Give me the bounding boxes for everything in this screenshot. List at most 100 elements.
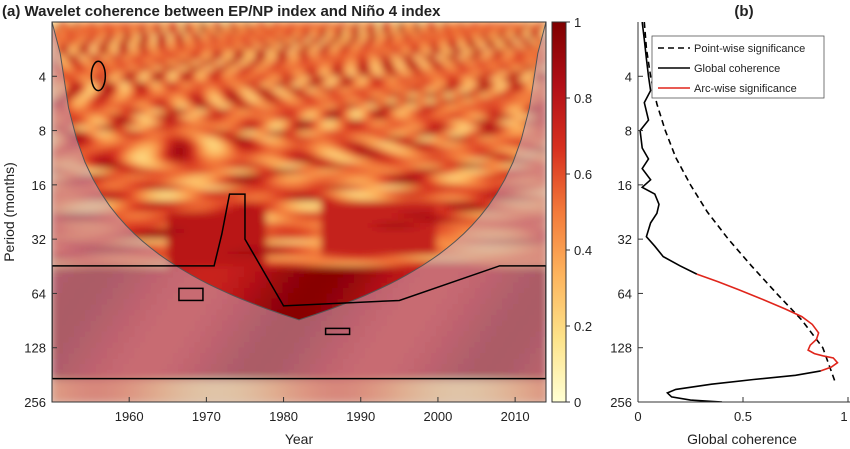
heatmap-cell	[222, 22, 229, 29]
heatmap-cell	[271, 174, 278, 181]
heatmap-cell	[161, 114, 168, 121]
heatmap-cell	[331, 217, 339, 224]
heatmap-cell	[161, 98, 168, 105]
heatmap-cell	[183, 76, 190, 83]
heatmap-cell	[227, 32, 234, 39]
heatmap-cell	[227, 179, 234, 186]
heatmap-cell	[425, 81, 432, 88]
heatmap-cell	[117, 49, 124, 56]
heatmap-cell	[73, 81, 81, 88]
heatmap-cell	[277, 195, 284, 202]
heatmap-cell	[397, 255, 404, 262]
heatmap-cell	[216, 60, 223, 67]
heatmap-cell	[342, 244, 349, 251]
heatmap-cell	[150, 239, 157, 246]
heatmap-cell	[139, 60, 146, 67]
heatmap-cell	[205, 271, 212, 278]
heatmap-cell	[189, 222, 196, 229]
heatmap-cell	[227, 190, 234, 197]
heatmap-cell	[183, 168, 190, 175]
heatmap-cell	[441, 119, 448, 126]
heatmap-cell	[331, 239, 339, 246]
heatmap-cell	[139, 201, 146, 208]
heatmap-cell	[255, 136, 262, 143]
heatmap-cell	[211, 179, 218, 186]
heatmap-cell	[370, 184, 377, 191]
heatmap-cell	[211, 49, 218, 56]
heatmap-cell	[227, 217, 234, 224]
heatmap-cell	[392, 141, 399, 148]
heatmap-cell	[112, 125, 119, 132]
heatmap-cell	[260, 108, 267, 115]
heatmap-cell	[309, 76, 317, 83]
heatmap-cell	[194, 222, 201, 229]
heatmap-cell	[320, 119, 328, 126]
heatmap-cell	[117, 130, 124, 137]
heatmap-cell	[414, 27, 421, 34]
heatmap-cell	[293, 76, 300, 83]
heatmap-cell	[205, 190, 212, 197]
heatmap-cell	[222, 233, 229, 240]
heatmap-cell	[150, 136, 157, 143]
heatmap-cell	[386, 250, 393, 257]
heatmap-cell	[167, 49, 174, 56]
heatmap-cell	[414, 255, 421, 262]
heatmap-cell	[326, 288, 333, 295]
heatmap-cell	[161, 250, 168, 257]
heatmap-cell	[227, 70, 234, 77]
heatmap-cell	[255, 70, 262, 77]
heatmap-cell	[244, 114, 251, 121]
heatmap-cell	[282, 22, 289, 29]
heatmap-cell	[403, 65, 410, 72]
heatmap-cell	[244, 70, 251, 77]
heatmap-cell	[331, 65, 339, 72]
heatmap-cell	[128, 152, 135, 159]
heatmap-cell	[233, 271, 240, 278]
heatmap-cell	[189, 255, 196, 262]
heatmap-cell	[309, 65, 317, 72]
heatmap-cell	[73, 87, 81, 94]
heatmap-cell	[112, 81, 119, 88]
heatmap-cell	[326, 87, 333, 94]
heatmap-cell	[353, 239, 360, 246]
heatmap-cell	[375, 174, 382, 181]
heatmap-cell	[145, 228, 152, 235]
heatmap-cell	[222, 92, 229, 99]
heatmap-cell	[288, 22, 295, 29]
heatmap-cell	[353, 222, 360, 229]
heatmap-cell	[288, 304, 295, 311]
heatmap-cell	[84, 87, 92, 94]
heatmap-cell	[156, 239, 163, 246]
heatmap-cell	[128, 195, 135, 202]
heatmap-cell	[244, 125, 251, 132]
heatmap-cell	[260, 288, 267, 295]
heatmap-cell	[282, 76, 289, 83]
heatmap-cell	[167, 38, 174, 45]
heatmap-cell	[315, 38, 322, 45]
heatmap-cell	[304, 22, 311, 29]
heatmap-cell	[337, 43, 344, 50]
heatmap-cell	[194, 87, 201, 94]
heatmap-cell	[271, 38, 278, 45]
heatmap-cell	[145, 43, 152, 50]
heatmap-cell	[266, 201, 273, 208]
heatmap-cell	[359, 130, 366, 137]
heatmap-cell	[309, 271, 317, 278]
heatmap-cell	[414, 38, 421, 45]
heatmap-cell	[315, 92, 322, 99]
heatmap-cell	[211, 174, 218, 181]
heatmap-cell	[403, 222, 410, 229]
heatmap-cell	[227, 201, 234, 208]
heatmap-cell	[419, 163, 426, 170]
heatmap-cell	[436, 179, 443, 186]
heatmap-cell	[271, 81, 278, 88]
heatmap-cell	[304, 298, 311, 305]
heatmap-cell	[414, 92, 421, 99]
heatmap-cell	[370, 38, 377, 45]
heatmap-cell	[436, 206, 443, 213]
heatmap-cell	[436, 65, 443, 72]
heatmap-cell	[353, 228, 360, 235]
heatmap-cell	[353, 163, 360, 170]
heatmap-cell	[353, 212, 360, 219]
heatmap-cell	[244, 195, 251, 202]
